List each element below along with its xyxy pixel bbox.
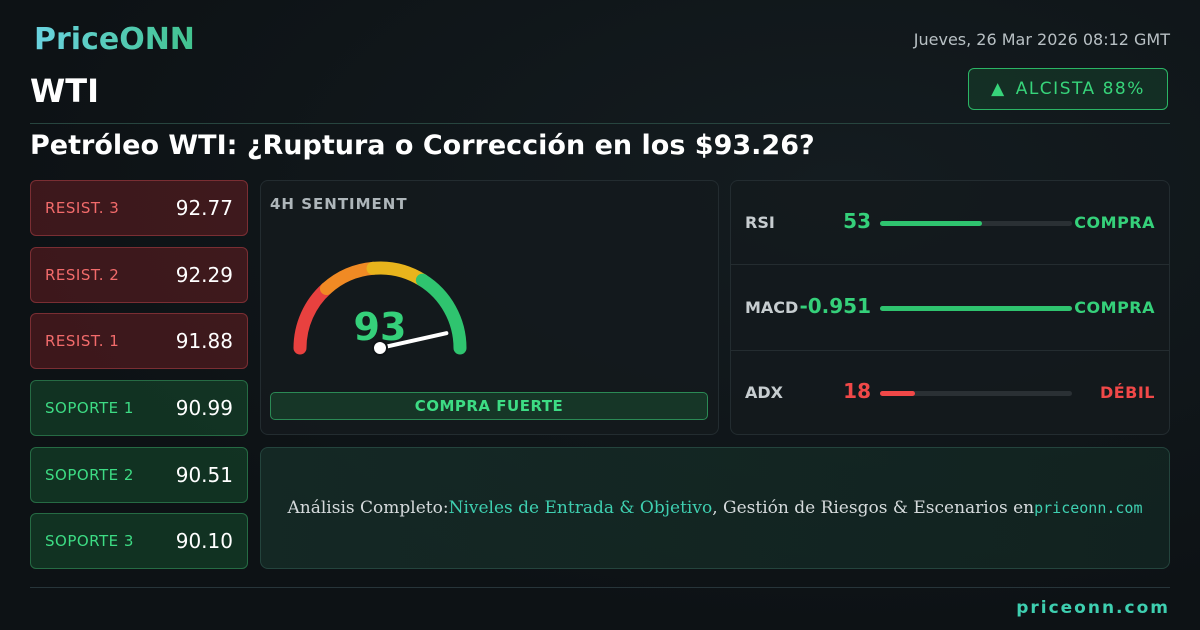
level-box: SOPORTE 3 90.10 xyxy=(30,513,248,569)
level-box: SOPORTE 2 90.51 xyxy=(30,447,248,503)
level-value: 90.10 xyxy=(175,529,233,553)
level-label: SOPORTE 1 xyxy=(45,399,134,417)
badge-icon: ▲ xyxy=(991,79,1006,99)
indicator-bar xyxy=(880,391,915,396)
gauge-segment xyxy=(319,261,380,296)
footer-site: priceonn.com xyxy=(1016,598,1170,618)
cta-link: Niveles de Entrada & Objetivo xyxy=(448,498,713,518)
indicator-row: RSI 53 COMPRA xyxy=(731,181,1169,266)
divider xyxy=(30,123,1170,124)
indicator-name: ADX xyxy=(745,383,783,402)
indicator-signal: DÉBIL xyxy=(1099,383,1155,402)
gauge-segment xyxy=(366,261,429,287)
indicator-name: RSI xyxy=(745,213,775,232)
level-box: SOPORTE 1 90.99 xyxy=(30,380,248,436)
gauge-segment xyxy=(293,282,333,355)
indicator-bar xyxy=(880,221,982,226)
divider xyxy=(30,587,1170,588)
indicator-name: MACD xyxy=(745,298,799,317)
gauge: 93 xyxy=(293,261,467,356)
cta-site: priceonn.com xyxy=(1034,499,1143,517)
gauge-segment xyxy=(415,273,467,355)
badge-label: ALCISTA 88% xyxy=(1015,79,1145,99)
gauge-needle xyxy=(378,331,449,350)
row-divider xyxy=(731,350,1169,351)
row-divider xyxy=(731,264,1169,265)
level-label: SOPORTE 3 xyxy=(45,532,134,550)
indicator-row: ADX 18 DÉBIL xyxy=(731,351,1169,436)
sentiment-signal: COMPRA FUERTE xyxy=(270,392,708,420)
symbol: WTI xyxy=(30,72,100,110)
brand-logo: PriceONN xyxy=(34,22,195,57)
indicator-value: -0.951 xyxy=(799,294,871,318)
indicator-value: 18 xyxy=(843,379,871,403)
cta-lead: Análisis Completo: xyxy=(287,498,449,518)
level-box: RESIST. 1 91.88 xyxy=(30,313,248,369)
level-box: RESIST. 3 92.77 xyxy=(30,180,248,236)
gauge-hub xyxy=(372,340,388,356)
cta-middle: , Gestión de Riesgos & Escenarios en xyxy=(712,498,1035,518)
cta-panel: Análisis Completo: Niveles de Entrada & … xyxy=(260,447,1170,569)
trend-badge: ▲ ALCISTA 88% xyxy=(968,68,1168,110)
level-value: 90.51 xyxy=(175,463,233,487)
indicator-track xyxy=(880,221,1072,226)
level-value: 92.77 xyxy=(175,196,233,220)
indicator-track xyxy=(880,306,1072,311)
level-value: 92.29 xyxy=(175,263,233,287)
indicator-signal: COMPRA xyxy=(1074,298,1155,317)
level-label: RESIST. 1 xyxy=(45,332,120,350)
indicator-row: MACD -0.951 COMPRA xyxy=(731,266,1169,351)
indicator-value: 53 xyxy=(843,209,871,233)
indicator-bar-full xyxy=(880,306,1072,311)
level-label: RESIST. 2 xyxy=(45,266,120,284)
level-box: RESIST. 2 92.29 xyxy=(30,247,248,303)
headline: Petróleo WTI: ¿Ruptura o Corrección en l… xyxy=(30,130,815,161)
sentiment-title: 4H SENTIMENT xyxy=(270,195,408,213)
level-value: 91.88 xyxy=(175,329,233,353)
date: Jueves, 26 Mar 2026 08:12 GMT xyxy=(913,30,1170,49)
indicator-track xyxy=(880,391,1072,396)
level-value: 90.99 xyxy=(175,396,233,420)
level-label: SOPORTE 2 xyxy=(45,466,134,484)
indicator-signal: COMPRA xyxy=(1074,213,1155,232)
level-label: RESIST. 3 xyxy=(45,199,120,217)
